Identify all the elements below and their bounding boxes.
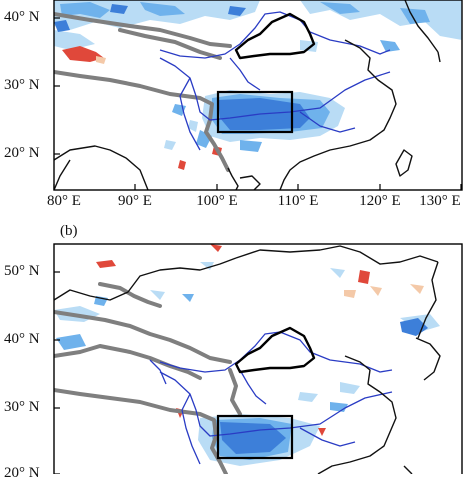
panel-b-plateau-contour — [54, 282, 242, 474]
panel-a-lat-tick-label: 30° N — [4, 77, 40, 93]
panel-b-lat-tick-label: 50° N — [4, 263, 40, 279]
panel-b-lat-tick-label: 30° N — [4, 399, 40, 415]
panel-b-rivers — [149, 331, 393, 465]
panel-a-lat-tick-label: 40° N — [4, 9, 40, 25]
panel-a-study-box — [216, 90, 294, 134]
panel-a-coastline — [54, 0, 441, 190]
panel-a-lat-tick-label: 20° N — [4, 145, 40, 161]
panel-a-lon-tick-label: 100° E — [196, 193, 238, 209]
panel-a-ticks — [53, 17, 462, 190]
panel-a-lon-tick-label: 110° E — [277, 193, 319, 209]
panel-b-study-box — [216, 414, 294, 460]
panel-b-red-patches — [96, 244, 424, 436]
panel-a-basin-blue-region — [196, 90, 345, 152]
panel-a-map — [53, 0, 463, 191]
panel-a-lon-tick-label: 80° E — [47, 193, 81, 209]
panel-a-red-patches — [62, 46, 222, 170]
panel-b-loess-plateau-outline — [234, 326, 316, 374]
panel-a-mid-blue-patches — [54, 2, 430, 52]
panel-b-label: (b) — [60, 223, 78, 239]
panel-a-lon-tick-label: 90° E — [118, 193, 152, 209]
panel-b-coastline — [54, 245, 441, 474]
panel-a-loess-plateau-outline — [234, 12, 316, 60]
panel-b-lat-tick-label: 40° N — [4, 331, 40, 347]
panel-a-lon-tick-label: 130° E — [419, 193, 461, 209]
panel-a-lon-tick-label: 120° E — [359, 193, 401, 209]
panel-b-map — [53, 243, 463, 481]
panel-a-plateau-contour — [54, 12, 232, 172]
panel-a-dark-blue-patches — [110, 4, 246, 16]
